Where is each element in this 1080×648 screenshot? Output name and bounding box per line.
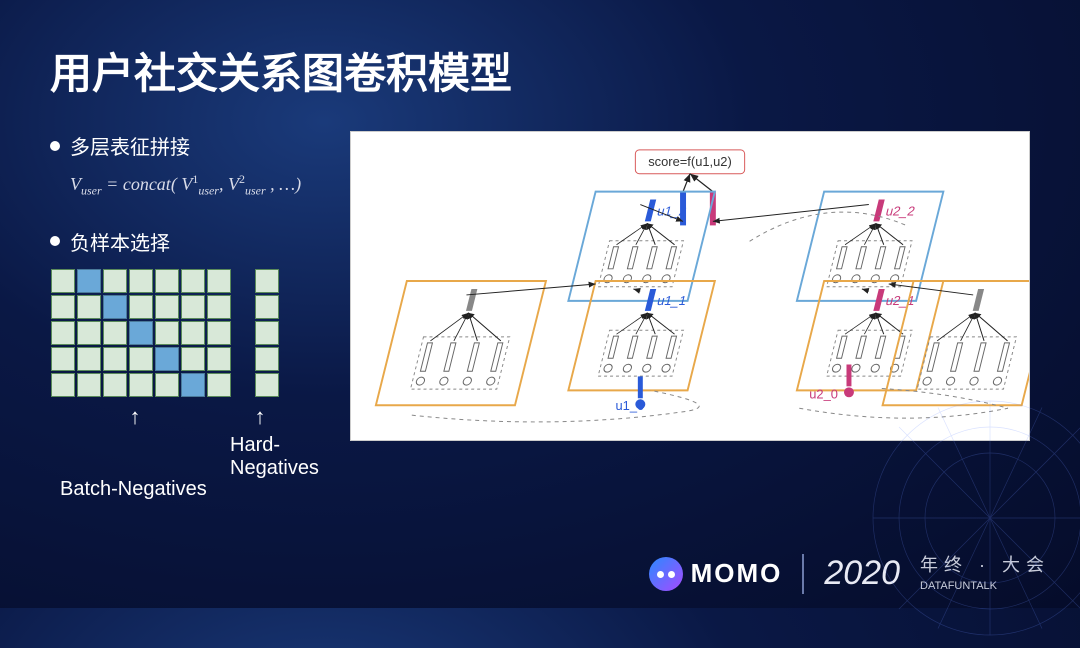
left-column: 多层表征拼接 Vuser = concat( V1user, V2user , …	[50, 131, 330, 501]
grid-cell	[155, 321, 179, 345]
grid-cell	[77, 373, 101, 397]
bullet-1-text: 多层表征拼接	[70, 131, 190, 160]
arrow-up-icon: ↑	[230, 404, 290, 430]
bullet-2-text: 负样本选择	[70, 227, 170, 256]
decorative-mesh	[860, 388, 1080, 648]
grid-cell	[103, 295, 127, 319]
grid-cell	[129, 321, 153, 345]
grid-cell	[207, 321, 231, 345]
bullet-2: 负样本选择	[50, 227, 330, 256]
grid-cell	[181, 347, 205, 371]
grid-cell	[51, 373, 75, 397]
grid-cell	[255, 347, 279, 371]
grid-cell	[207, 269, 231, 293]
svg-text:u1_2: u1_2	[656, 204, 688, 219]
brand-text: MOMO	[691, 558, 783, 589]
grid-cell	[103, 321, 127, 345]
bullet-icon	[50, 236, 60, 246]
batch-negatives-label: Batch-Negatives	[60, 478, 207, 501]
grid-cell	[181, 295, 205, 319]
grid-cell	[207, 295, 231, 319]
svg-text:u2_0: u2_0	[809, 386, 838, 401]
grid-cell	[77, 321, 101, 345]
bullet-1: 多层表征拼接	[50, 131, 330, 160]
grid-cell	[155, 295, 179, 319]
batch-negatives-grid	[50, 268, 232, 398]
grid-cell	[255, 269, 279, 293]
grid-cell	[77, 269, 101, 293]
arrow-up-icon: ↑	[50, 404, 220, 430]
grid-cell	[129, 269, 153, 293]
svg-text:score=f(u1,u2): score=f(u1,u2)	[648, 154, 732, 169]
grid-cell	[103, 269, 127, 293]
grid-cell	[207, 347, 231, 371]
grid-cell	[255, 321, 279, 345]
negatives-diagram: ↑ ↑ Hard-Negatives Batch-Negatives	[50, 268, 330, 501]
grid-cell	[51, 269, 75, 293]
concat-formula: Vuser = concat( V1user, V2user , …)	[70, 172, 330, 199]
grid-cell	[77, 347, 101, 371]
grid-cell	[51, 295, 75, 319]
grid-cell	[181, 321, 205, 345]
bullet-icon	[50, 141, 60, 151]
grid-cell	[129, 295, 153, 319]
grid-cell	[129, 373, 153, 397]
grid-cell	[255, 295, 279, 319]
grid-cell	[181, 269, 205, 293]
grid-cell	[155, 269, 179, 293]
grid-cell	[51, 347, 75, 371]
grid-cell	[77, 295, 101, 319]
hard-negatives-column	[254, 268, 280, 398]
grid-cell	[181, 373, 205, 397]
divider	[802, 554, 804, 594]
grid-cell	[155, 347, 179, 371]
grid-cell	[103, 373, 127, 397]
grid-cell	[51, 321, 75, 345]
hard-negatives-label: Hard-Negatives	[230, 434, 330, 480]
slide-title: 用户社交关系图卷积模型	[50, 40, 1030, 101]
svg-text:u2_1: u2_1	[884, 293, 916, 308]
svg-text:u1_1: u1_1	[656, 293, 688, 308]
grid-cell	[155, 373, 179, 397]
momo-logo: MOMO	[649, 557, 783, 591]
momo-icon	[649, 557, 683, 591]
grid-cell	[103, 347, 127, 371]
grid-cell	[207, 373, 231, 397]
svg-text:u2_2: u2_2	[884, 204, 916, 219]
grid-cell	[129, 347, 153, 371]
grid-cell	[255, 373, 279, 397]
